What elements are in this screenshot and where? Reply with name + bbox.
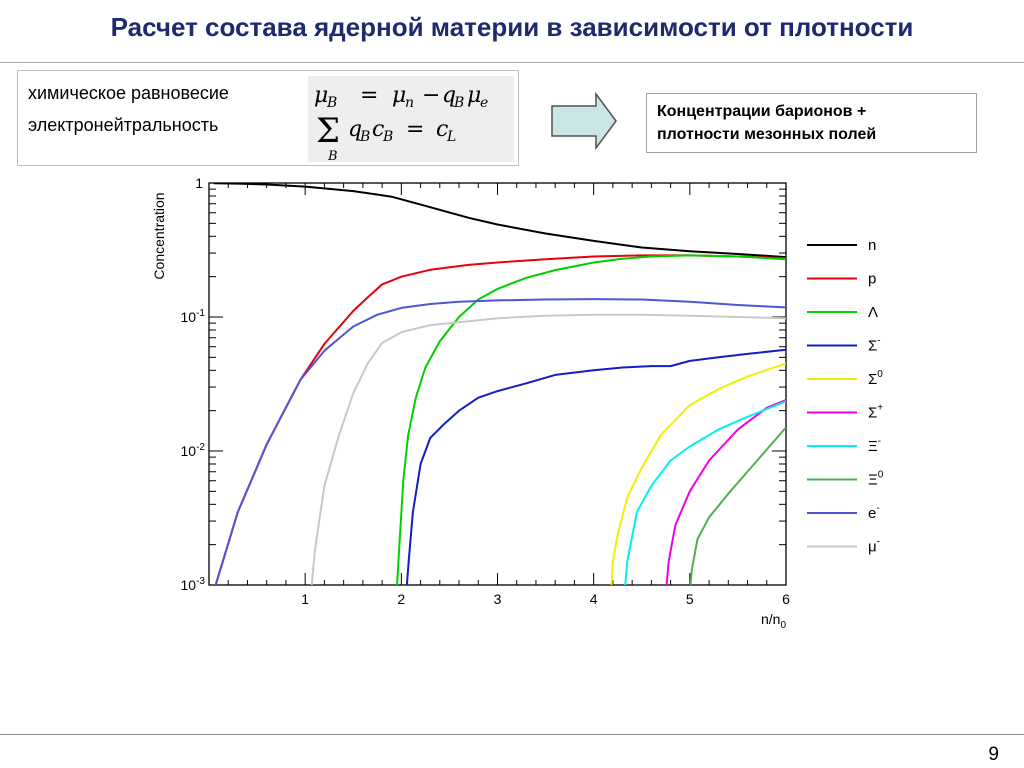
- result-box: Концентрации барионов + плотности мезонн…: [646, 93, 977, 153]
- page-number: 9: [988, 744, 999, 765]
- footer-divider: [0, 734, 1024, 735]
- series-line-9: [310, 313, 786, 585]
- svg-text:L: L: [446, 129, 456, 145]
- x-tick-label: 3: [494, 591, 502, 607]
- legend-label-2: Λ: [868, 304, 878, 321]
- x-tick-label: 6: [782, 591, 790, 607]
- y-tick-label: 10-2: [181, 442, 206, 459]
- svg-text:−: −: [422, 83, 440, 108]
- slide-title: Расчет состава ядерной материи в зависим…: [110, 12, 914, 42]
- series-line-0: [213, 183, 786, 259]
- series-group: [213, 183, 786, 585]
- svg-text:q: q: [442, 83, 456, 108]
- legend-label-0: n: [868, 237, 876, 254]
- x-tick-label: 5: [686, 591, 694, 607]
- x-tick-label: 2: [397, 591, 405, 607]
- result-line-1: Концентрации барионов +: [657, 103, 867, 120]
- series-line-2: [396, 254, 786, 585]
- arrow-right-icon: [551, 92, 617, 150]
- svg-text:B: B: [327, 149, 338, 162]
- legend-label-9: μ-: [868, 537, 880, 556]
- svg-text:B: B: [359, 129, 370, 145]
- legend-label-6: Ξ-: [868, 436, 881, 455]
- formula-graphic: μB = μn − qB μe Σ B qB cB = cL: [314, 83, 488, 164]
- series-line-4: [610, 362, 786, 585]
- svg-text:μ: μ: [392, 83, 406, 108]
- legend-label-7: Ξ0: [868, 470, 884, 489]
- series-line-7: [689, 426, 786, 585]
- result-line-2: плотности мезонных полей: [657, 126, 877, 143]
- svg-text:μ: μ: [467, 83, 481, 108]
- title-divider: [0, 62, 1024, 63]
- x-tick-label: 4: [590, 591, 598, 607]
- equations-box: химическое равновесие электронейтральнос…: [17, 70, 519, 166]
- svg-text:c: c: [436, 117, 448, 142]
- series-line-8: [214, 298, 786, 585]
- svg-text:c: c: [372, 117, 384, 142]
- series-line-3: [405, 348, 786, 585]
- plot-frame: [208, 182, 787, 586]
- svg-text:Σ: Σ: [316, 111, 340, 151]
- x-tick-label: 1: [301, 591, 309, 607]
- y-tick-label: 10-1: [181, 308, 206, 325]
- legend-label-8: e-: [868, 503, 880, 522]
- svg-text:μ: μ: [314, 83, 328, 108]
- legend-label-4: Σ0: [868, 369, 883, 388]
- svg-text:e: e: [480, 95, 488, 111]
- legend-label-1: p: [868, 271, 876, 288]
- concentration-chart: 1 2 3 4 5 6110-110-210-3Concentrationn/n0npΛΣ…: [151, 175, 884, 631]
- svg-text:q: q: [348, 117, 362, 142]
- legend-label-5: Σ+: [868, 403, 883, 422]
- svg-text:B: B: [453, 95, 464, 111]
- svg-text:=: =: [360, 83, 378, 108]
- svg-text:=: =: [406, 117, 424, 142]
- svg-text:B: B: [326, 95, 337, 111]
- y-tick-label: 1: [195, 175, 203, 191]
- y-tick-label: 10-3: [181, 576, 206, 593]
- series-line-6: [624, 400, 786, 585]
- chemical-equilibrium-label: химическое равновесие: [28, 83, 229, 103]
- legend-label-3: Σ-: [868, 336, 881, 355]
- svg-text:B: B: [382, 129, 393, 145]
- x-axis-label: n/n0: [761, 611, 786, 631]
- electroneutrality-label: электронейтральность: [28, 115, 219, 135]
- series-line-1: [214, 254, 786, 585]
- y-axis-label: Concentration: [151, 192, 167, 279]
- svg-text:n: n: [405, 95, 414, 111]
